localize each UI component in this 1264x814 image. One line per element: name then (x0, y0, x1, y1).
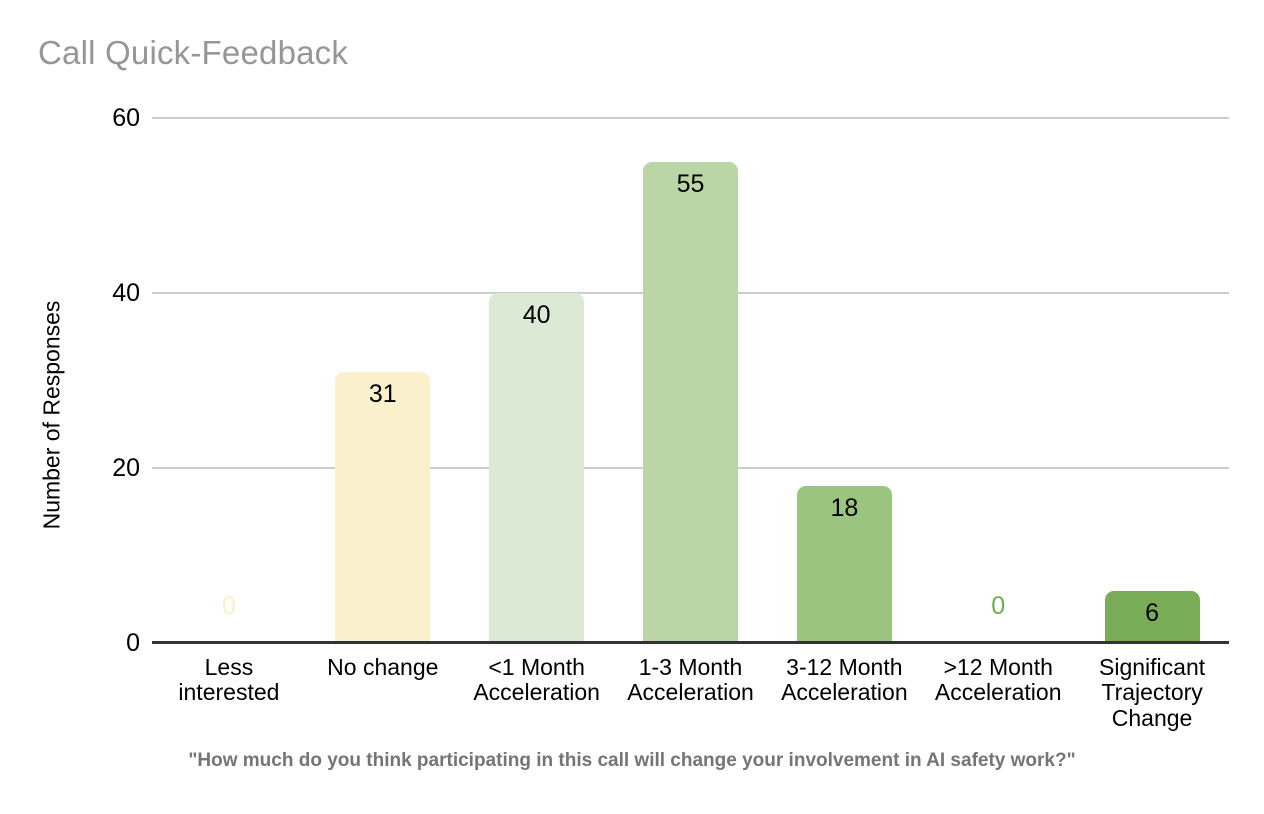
bar-column: 18 (767, 118, 921, 643)
x-label-cell: Significant Trajectory Change (1075, 654, 1229, 731)
bar-value-label: 18 (830, 493, 859, 522)
bar-value-label: 6 (1145, 598, 1160, 627)
bar-value-label: 0 (221, 592, 236, 620)
y-tick-label: 40 (112, 279, 140, 307)
x-axis-label: >12 Month Acceleration (934, 654, 1062, 706)
bar-value-label: 40 (522, 301, 551, 329)
bar-value-label: 0 (991, 592, 1006, 620)
x-axis-label: <1 Month Acceleration (473, 654, 600, 706)
chart-title: Call Quick-Feedback (38, 34, 349, 71)
bar-column: 6 (1075, 118, 1229, 643)
x-axis-label: 1-3 Month Acceleration (627, 654, 754, 706)
x-label-cell: No change (306, 654, 460, 731)
x-axis-labels: Less interested No change <1 Month Acceler… (152, 654, 1229, 731)
bar-value-label: 55 (676, 169, 705, 198)
x-axis-label: No change (327, 654, 439, 680)
bar-column: 31 (306, 118, 460, 643)
x-label-cell: <1 Month Acceleration (460, 654, 614, 731)
bar-column: 55 (614, 118, 768, 643)
bar: 6 (1104, 590, 1200, 643)
x-axis-label: Significant Trajectory Change (1099, 654, 1206, 731)
x-label-cell: 3-12 Month Acceleration (767, 654, 921, 731)
x-label-cell: Less interested (152, 654, 306, 731)
bar: 31 (335, 371, 431, 643)
x-axis-label: Less interested (178, 654, 280, 706)
x-axis-line (152, 641, 1229, 644)
bar: 40 (489, 293, 585, 643)
y-tick-label: 60 (112, 104, 140, 132)
plot-area: 0 31 40 55 18 0 6 (152, 117, 1229, 644)
bar-value-label: 31 (368, 379, 397, 408)
gridline (152, 117, 1229, 119)
bar-column: 40 (460, 118, 614, 643)
bar-column: 0 (921, 118, 1075, 643)
y-axis: 0 20 40 60 (0, 106, 140, 656)
bar: 18 (796, 485, 892, 643)
y-tick-label: 20 (112, 454, 140, 482)
x-label-cell: >12 Month Acceleration (921, 654, 1075, 731)
chart-subtitle: "How much do you think participating in … (188, 750, 1076, 771)
y-tick-label: 0 (126, 629, 140, 657)
x-label-cell: 1-3 Month Acceleration (614, 654, 768, 731)
bar: 55 (643, 161, 738, 643)
bars-container: 0 31 40 55 18 0 6 (152, 118, 1229, 643)
x-axis-label: 3-12 Month Acceleration (781, 654, 908, 706)
bar-column: 0 (152, 118, 306, 643)
